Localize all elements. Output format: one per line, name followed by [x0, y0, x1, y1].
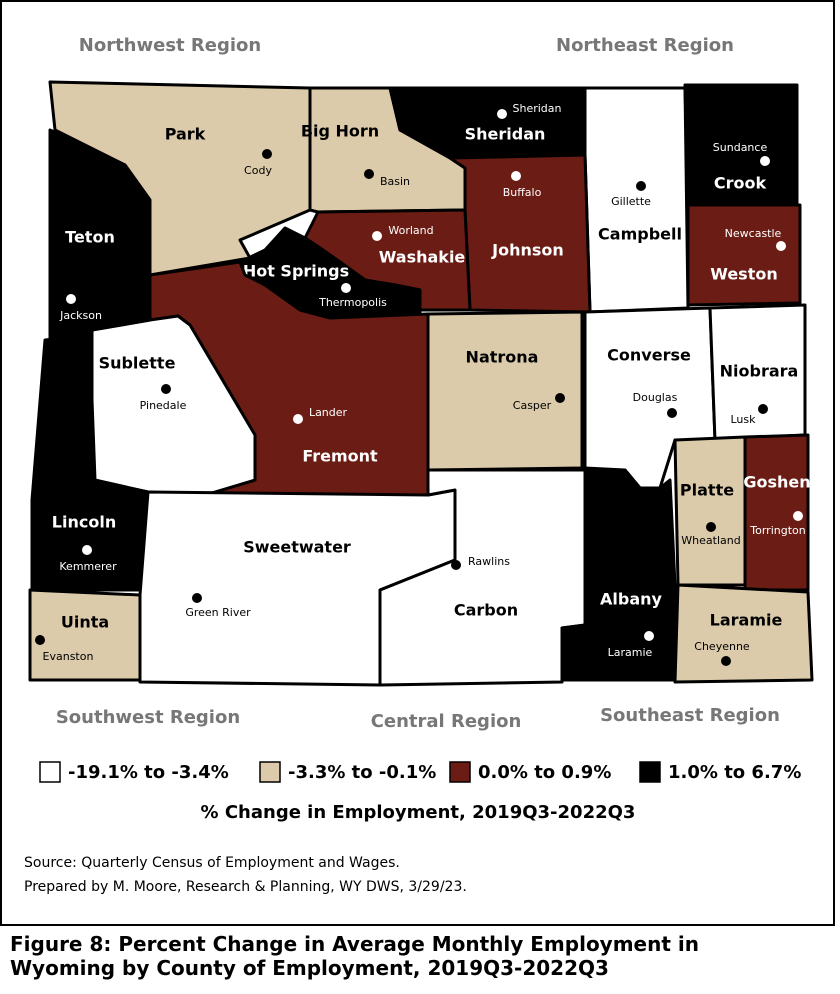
city-name: Rawlins — [468, 555, 510, 568]
city-name: Sundance — [713, 141, 768, 154]
city-dot — [555, 393, 565, 403]
county-name: Laramie — [710, 611, 783, 630]
county — [686, 203, 802, 307]
county-name: Platte — [680, 481, 734, 500]
region-label: Southwest Region — [56, 707, 240, 728]
city-name: Green River — [185, 606, 251, 619]
city-dot — [192, 593, 202, 603]
city-dot — [636, 181, 646, 191]
county-name: Big Horn — [301, 122, 379, 141]
county — [683, 83, 799, 207]
city-dot — [341, 283, 351, 293]
figure: Northwest Region Northeast Region Southwes… — [0, 0, 835, 926]
city-name: Lander — [309, 406, 348, 419]
city-dot — [262, 149, 272, 159]
legend-title: % Change in Employment, 2019Q3-2022Q3 — [201, 802, 636, 823]
city-name: Lusk — [730, 413, 756, 426]
county-name: Fremont — [302, 447, 378, 466]
city-name: Sheridan — [513, 102, 562, 115]
city-dot — [451, 560, 461, 570]
county-name: Campbell — [598, 225, 682, 244]
county-name: Crook — [714, 174, 767, 193]
county-name: Sweetwater — [243, 538, 351, 557]
city-dot — [511, 171, 521, 181]
city-dot — [82, 545, 92, 555]
county-name: Natrona — [466, 348, 539, 367]
city-dot — [793, 511, 803, 521]
city-dot — [364, 169, 374, 179]
city-name: Buffalo — [503, 186, 542, 199]
county-name: Goshen — [743, 473, 810, 492]
city-name: Wheatland — [681, 534, 740, 547]
legend-label: 1.0% to 6.7% — [668, 762, 801, 783]
county-name: Converse — [607, 346, 691, 365]
city-dot — [66, 294, 76, 304]
city-dot — [776, 241, 786, 251]
city-name: Gillette — [611, 195, 651, 208]
county-name: Lincoln — [52, 513, 116, 532]
city-name: Cheyenne — [694, 640, 750, 653]
county — [673, 435, 747, 587]
county — [28, 588, 142, 682]
source-line: Source: Quarterly Census of Employment a… — [24, 855, 400, 871]
county-name: Carbon — [454, 601, 518, 620]
county — [743, 433, 810, 592]
county-name: Johnson — [491, 241, 564, 260]
city-dot — [760, 156, 770, 166]
city-name: Pinedale — [140, 399, 187, 412]
city-name: Thermopolis — [318, 296, 387, 309]
city-name: Torrington — [749, 524, 805, 537]
city-name: Evanston — [43, 650, 94, 663]
city-name: Basin — [380, 175, 410, 188]
county-name: Washakie — [379, 248, 466, 267]
city-dot — [758, 404, 768, 414]
county-name: Sheridan — [465, 125, 546, 144]
city-dot — [721, 656, 731, 666]
legend-swatch — [259, 761, 281, 783]
city-name: Cody — [244, 164, 272, 177]
city-dot — [372, 231, 382, 241]
source-line: Prepared by M. Moore, Research & Plannin… — [24, 879, 467, 895]
city-dot — [644, 631, 654, 641]
city-dot — [497, 109, 507, 119]
county-name: Weston — [710, 265, 777, 284]
legend-swatch — [639, 761, 661, 783]
legend-label: -3.3% to -0.1% — [288, 762, 436, 783]
county-name: Uinta — [61, 613, 109, 632]
city-dot — [667, 408, 677, 418]
legend-swatch — [39, 761, 61, 783]
figure-caption: Figure 8: Percent Change in Average Mont… — [10, 932, 699, 980]
city-name: Douglas — [633, 391, 678, 404]
county — [426, 310, 584, 472]
county-name: Hot Springs — [243, 262, 349, 281]
legend-label: 0.0% to 0.9% — [478, 762, 611, 783]
region-label: Northwest Region — [79, 35, 261, 56]
county-name: Teton — [65, 228, 115, 247]
city-name: Kemmerer — [59, 560, 117, 573]
county — [90, 314, 257, 497]
city-dot — [293, 414, 303, 424]
city-name: Newcastle — [725, 227, 782, 240]
county-name: Park — [165, 125, 206, 144]
legend-swatch — [449, 761, 471, 783]
county-name: Albany — [600, 590, 663, 609]
legend-label: -19.1% to -3.4% — [68, 762, 229, 783]
county-name: Sublette — [99, 354, 176, 373]
city-name: Laramie — [608, 646, 653, 659]
city-dot — [706, 522, 716, 532]
city-name: Casper — [513, 399, 552, 412]
region-label: Central Region — [371, 711, 522, 732]
region-label: Southeast Region — [600, 705, 780, 726]
region-label: Northeast Region — [556, 35, 734, 56]
county — [673, 583, 814, 684]
county-name: Niobrara — [720, 362, 799, 381]
city-dot — [35, 635, 45, 645]
city-name: Jackson — [59, 309, 102, 322]
city-dot — [161, 384, 171, 394]
city-name: Worland — [388, 224, 433, 237]
